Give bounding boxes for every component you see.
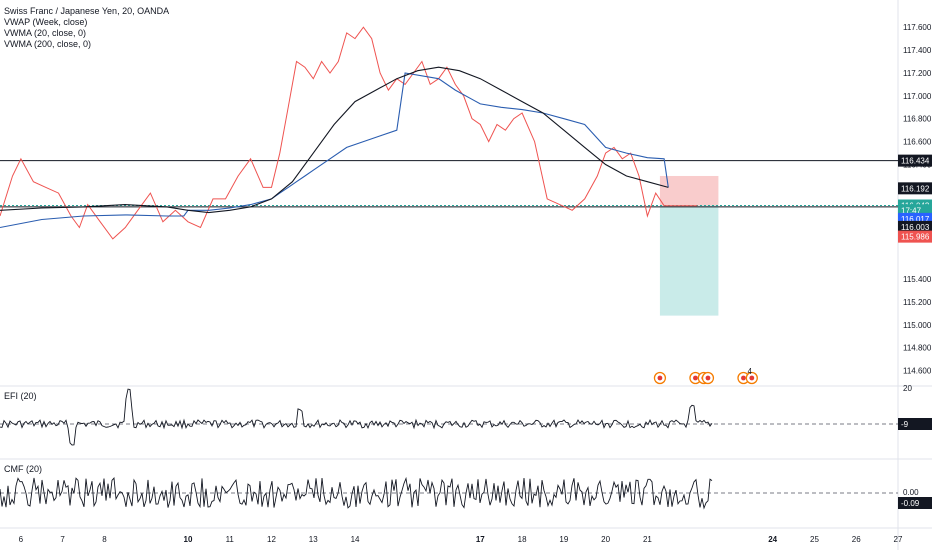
legend-vwap[interactable]: VWAP (Week, close) [4,17,88,27]
price-tag [898,230,932,243]
indicator-panes [0,388,898,510]
time-tick-label: 8 [102,535,107,544]
time-tick-label: 27 [894,535,903,544]
price-tag-label: 116.017 [901,215,930,224]
event-badge: 4 [747,367,752,376]
price-tick-label: 116.800 [903,115,932,124]
time-tick-label: 21 [643,535,652,544]
price-tick-label: 117.400 [903,46,932,55]
chart-title[interactable]: Swiss Franc / Japanese Yen, 20, OANDA [4,6,170,16]
price-tag [898,182,932,195]
price-tags: 116.434116.192116.04217:47116.017116.003… [898,154,932,509]
legend-vwma-20[interactable]: VWMA (20, close, 0) [4,28,87,38]
efi-last-tag [898,418,932,430]
time-axis[interactable]: 6 7 8 10 11 12 13 14 17 18 19 20 21 24 25 26 27 [19,535,903,544]
cmf-last-label: -0.09 [901,499,920,508]
price-tick-label: 114.800 [903,344,932,353]
price-tick-label: 117.000 [903,92,932,101]
event-marker-dot [657,375,663,381]
price-tag-label: 116.003 [901,223,930,232]
time-tick-label: 14 [351,535,360,544]
time-tick-label: 20 [601,535,610,544]
stop-loss-zone [659,175,719,206]
legend-vwma-200[interactable]: VWMA (200, close, 0) [4,39,92,49]
efi-line [0,388,713,446]
event-markers[interactable]: 4 [653,367,758,385]
price-tick-label: 117.600 [903,23,932,32]
cmf-pane-title[interactable]: CMF (20) [4,464,42,474]
price-tag-label: 17:47 [901,206,922,215]
efi-tick-label: 20 [903,384,912,393]
price-tag [898,220,932,233]
event-marker-dot [693,375,698,381]
time-tick-label: 13 [309,535,318,544]
time-tick-label: 10 [184,535,193,544]
cmf-line [0,476,713,510]
time-tick-label: 25 [810,535,819,544]
price-tick-label: 115.000 [903,321,932,330]
price-tick-label: 116.600 [903,138,932,147]
price-tag [898,154,932,167]
price-tick-label: 115.200 [903,298,932,307]
vwap-line [0,72,669,229]
time-tick-label: 7 [60,535,65,544]
take-profit-zone [659,205,719,316]
event-marker-dot [705,375,711,381]
time-tick-label: 11 [226,535,235,544]
event-marker-dot [749,375,755,381]
series-lines [0,26,698,240]
time-tick-label: 18 [518,535,527,544]
time-tick-label: 12 [267,535,276,544]
price-tick-label: 114.600 [903,367,932,376]
price-tick-label: 117.200 [903,69,932,78]
price-tick-label: 115.400 [903,275,932,284]
event-marker-dot [741,375,746,381]
horizontal-lines[interactable] [0,160,898,208]
cmf-tick-label: 0.00 [903,488,919,497]
vwma-200-line [0,66,669,214]
price-tag-label: 115.986 [901,233,930,242]
cmf-last-tag [898,497,932,509]
efi-last-label: -9 [901,420,909,429]
price-tag-label: 116.434 [901,157,930,166]
time-tick-label: 6 [19,535,24,544]
chart-legend: Swiss Franc / Japanese Yen, 20, OANDA VW… [4,6,169,50]
price-line [0,26,698,240]
time-tick-label: 19 [559,535,568,544]
time-tick-label: 24 [768,535,777,544]
time-tick-label: 26 [852,535,861,544]
price-tag-label: 116.192 [901,184,930,193]
position-tool[interactable] [659,175,719,316]
time-tick-label: 17 [476,535,485,544]
efi-pane-title[interactable]: EFI (20) [4,391,37,401]
